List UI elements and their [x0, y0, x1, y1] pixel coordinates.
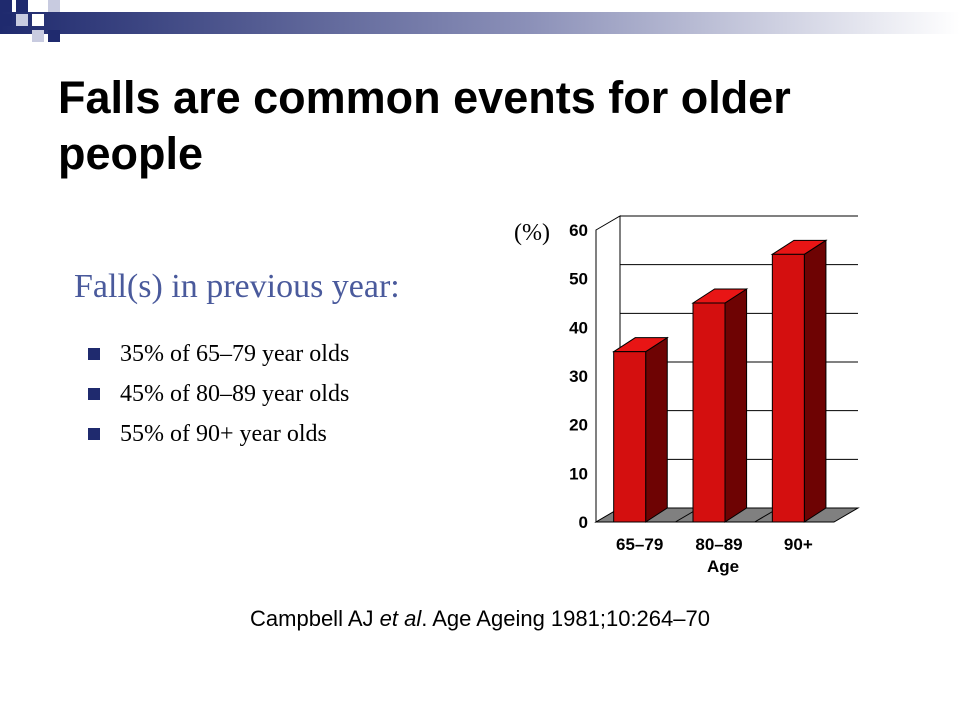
bar-side	[645, 336, 668, 523]
citation-author: Campbell AJ	[250, 606, 380, 631]
x-tick-label: 65–79	[616, 535, 663, 554]
subtitle: Fall(s) in previous year:	[74, 268, 400, 305]
bullet-text: 45% of 80–89 year olds	[120, 381, 350, 407]
y-axis-title: (%)	[514, 220, 550, 246]
y-tick-label: 30	[569, 367, 588, 386]
bullet-text: 35% of 65–79 year olds	[120, 341, 350, 367]
citation-etal: et al	[379, 606, 422, 631]
square-bullet-icon	[88, 428, 100, 440]
bar	[771, 253, 805, 523]
bullet-item: 45% of 80–89 year olds	[88, 376, 349, 416]
bar-side	[724, 288, 748, 523]
y-tick-label: 50	[569, 270, 588, 289]
corner-decoration	[0, 0, 960, 42]
citation: Campbell AJ et al. Age Ageing 1981;10:26…	[0, 606, 960, 632]
bar	[613, 351, 647, 523]
slide-title: Falls are common events for older people	[58, 72, 791, 179]
citation-source: . Age Ageing 1981;10:264–70	[421, 606, 710, 631]
square-bullet-icon	[88, 388, 100, 400]
y-tick-label: 20	[569, 416, 588, 435]
bullet-item: 55% of 90+ year olds	[88, 416, 349, 456]
x-tick-label: 80–89	[695, 535, 742, 554]
y-tick-label: 0	[579, 513, 588, 532]
bar-side	[803, 239, 827, 523]
bullet-list: 35% of 65–79 year olds 45% of 80–89 year…	[88, 336, 349, 456]
bullet-text: 55% of 90+ year olds	[120, 421, 327, 447]
y-tick-label: 40	[569, 318, 588, 337]
y-tick-label: 60	[569, 221, 588, 240]
square-bullet-icon	[88, 348, 100, 360]
bullet-item: 35% of 65–79 year olds	[88, 336, 349, 376]
bar-chart: 0 10 20 30 40 50 60 65–79 80–89 90+ Age (%)	[514, 215, 860, 576]
x-tick-label: 90+	[784, 535, 813, 554]
y-tick-label: 10	[569, 464, 588, 483]
x-axis-title: Age	[707, 557, 739, 576]
bar	[692, 302, 726, 523]
